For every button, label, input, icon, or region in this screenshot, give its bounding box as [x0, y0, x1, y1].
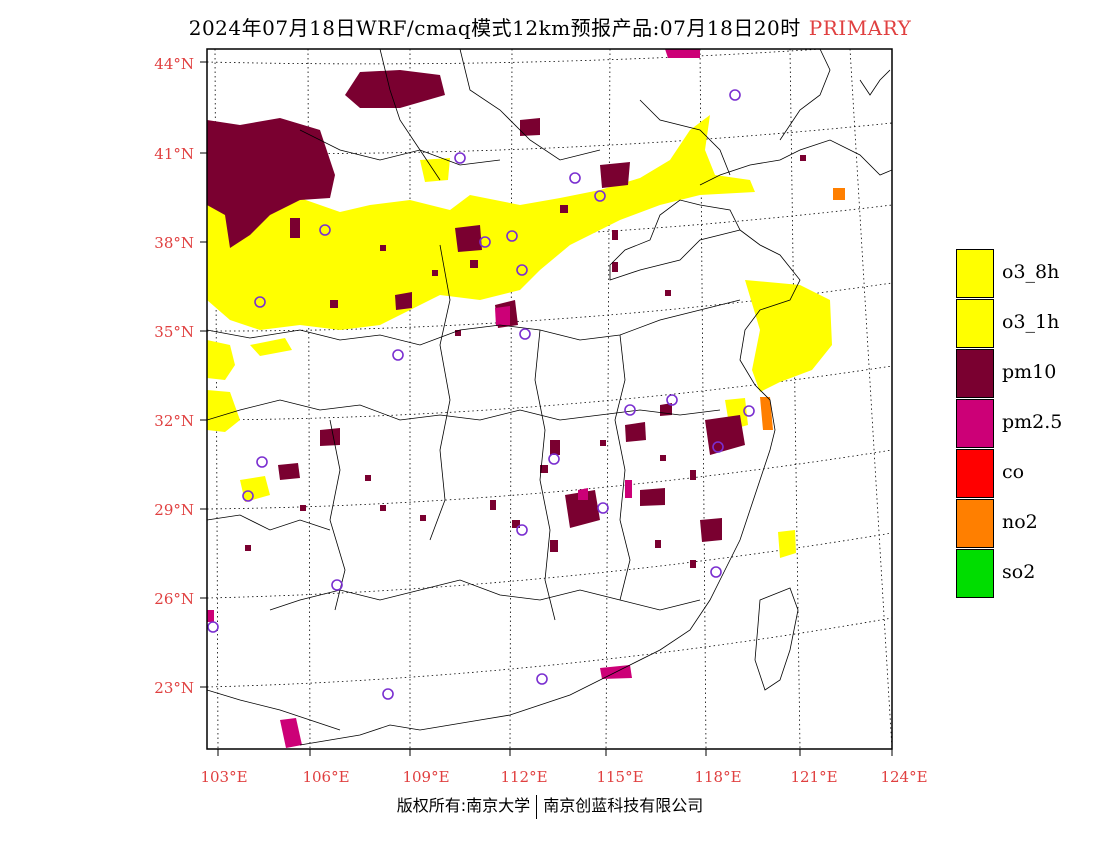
- legend-swatch: [956, 299, 994, 348]
- pm25-zones: [207, 49, 700, 748]
- lat-label: 44°N: [154, 55, 194, 73]
- lat-label: 35°N: [154, 323, 194, 341]
- map-title: 2024年07月18日WRF/cmaq模式12km预报产品:07月18日20时 P…: [0, 12, 1100, 41]
- title-main: 2024年07月18日WRF/cmaq模式12km预报产品:07月18日20时: [188, 16, 801, 40]
- lon-label: 124°E: [880, 768, 927, 786]
- lon-label: 103°E: [200, 768, 247, 786]
- lon-label: 109°E: [402, 768, 449, 786]
- lat-label: 26°N: [154, 590, 194, 608]
- legend-label: so2: [1002, 561, 1036, 583]
- legend-item-co: co: [956, 449, 1100, 499]
- lon-label: 118°E: [694, 768, 741, 786]
- legend-label: pm10: [1002, 361, 1057, 383]
- legend: o3_8h o3_1h pm10 pm2.5 co no2 so2: [956, 249, 1100, 599]
- legend-item-no2: no2: [956, 499, 1100, 549]
- lon-label: 112°E: [500, 768, 547, 786]
- legend-swatch: [956, 499, 994, 548]
- lon-label: 121°E: [790, 768, 837, 786]
- title-tag: PRIMARY: [808, 16, 912, 40]
- legend-label: o3_8h: [1002, 261, 1060, 283]
- lat-label: 41°N: [154, 145, 194, 163]
- lat-label: 32°N: [154, 412, 194, 430]
- copyright-owner: 版权所有:南京大学: [396, 796, 531, 815]
- latitude-labels: 44°N 41°N 38°N 35°N 32°N 29°N 26°N 23°N: [154, 55, 194, 697]
- copyright-divider: [536, 794, 538, 819]
- station-markers: [207, 89, 755, 700]
- pm10-zones: [207, 70, 745, 542]
- legend-item-pm10: pm10: [956, 349, 1100, 399]
- legend-swatch: [956, 399, 994, 448]
- lon-label: 106°E: [302, 768, 349, 786]
- legend-label: co: [1002, 461, 1025, 483]
- lat-label: 29°N: [154, 501, 194, 519]
- longitude-labels: 103°E 106°E 109°E 112°E 115°E 118°E 121°…: [200, 768, 927, 786]
- lat-label: 23°N: [154, 679, 194, 697]
- copyright: 版权所有:南京大学 南京创蓝科技有限公司: [0, 792, 1100, 819]
- legend-swatch: [956, 449, 994, 498]
- legend-swatch: [956, 249, 994, 298]
- legend-item-o3-8h: o3_8h: [956, 249, 1100, 299]
- map-content: [207, 49, 892, 749]
- lat-label: 38°N: [154, 234, 194, 252]
- tick-marks: [200, 61, 893, 756]
- lon-label: 115°E: [596, 768, 643, 786]
- boundaries: [207, 49, 892, 746]
- legend-item-pm25: pm2.5: [956, 399, 1100, 449]
- legend-swatch: [956, 349, 994, 398]
- copyright-company: 南京创蓝科技有限公司: [543, 796, 704, 815]
- map-frame: [206, 48, 893, 750]
- legend-label: no2: [1002, 511, 1038, 533]
- pm10-speckles: [245, 155, 806, 568]
- no2-zones: [760, 188, 845, 430]
- legend-label: pm2.5: [1002, 411, 1063, 433]
- o3-zones: [207, 115, 832, 558]
- legend-swatch: [956, 549, 994, 598]
- legend-label: o3_1h: [1002, 311, 1060, 333]
- legend-item-o3-1h: o3_1h: [956, 299, 1100, 349]
- legend-item-so2: so2: [956, 549, 1100, 599]
